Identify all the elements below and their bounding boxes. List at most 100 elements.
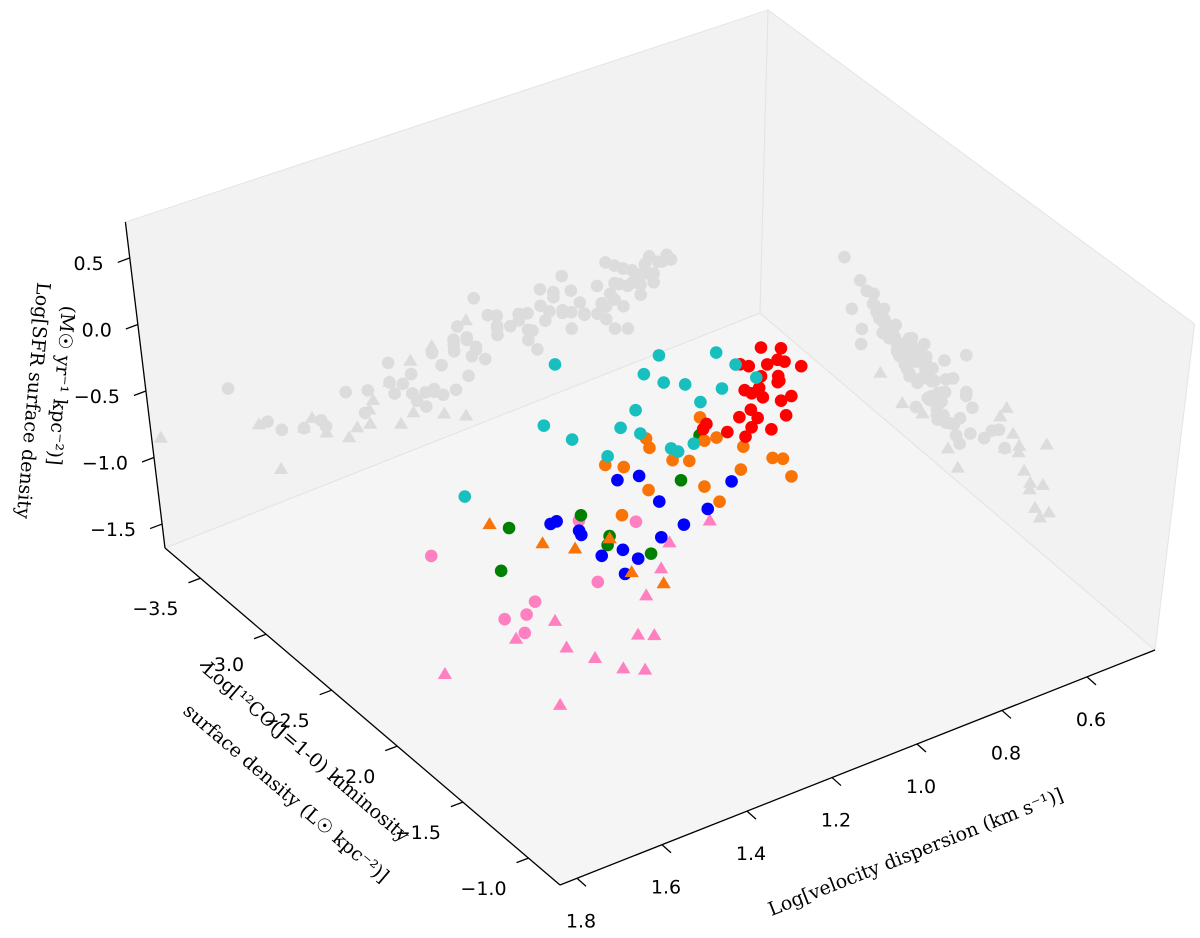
shadow-point — [490, 319, 504, 333]
data-point — [587, 650, 603, 663]
x-tick-label: 1.0 — [906, 776, 936, 798]
data-point — [760, 358, 774, 371]
shadow-point — [275, 423, 289, 437]
shadow-point — [297, 421, 311, 435]
shadow-point — [450, 320, 464, 333]
shadow-point — [462, 369, 475, 383]
z-tick — [149, 523, 163, 530]
shadow-point — [924, 390, 937, 403]
shadow-point — [937, 408, 950, 422]
data-point — [709, 346, 723, 359]
shadow-point — [634, 288, 647, 302]
shadow-point — [915, 406, 930, 419]
shadow-point — [565, 322, 578, 335]
shadow-point — [591, 307, 604, 320]
y-tick — [450, 801, 464, 808]
data-point — [742, 359, 756, 373]
data-point — [737, 440, 750, 453]
x-axis — [559, 649, 1156, 886]
shadow-point — [1039, 437, 1054, 450]
data-point — [631, 552, 645, 565]
shadow-point — [1022, 482, 1037, 495]
data-point — [617, 460, 631, 474]
shadow-point — [436, 388, 450, 402]
shadow-point — [363, 416, 378, 429]
y-tick-label: −3.0 — [198, 654, 244, 676]
shadow-point — [479, 352, 492, 366]
data-point — [687, 437, 701, 450]
shadow-point — [458, 313, 474, 326]
data-point — [739, 430, 752, 443]
y-tick-label: −1.5 — [395, 822, 441, 844]
shadow-point — [342, 430, 357, 443]
data-point — [424, 549, 438, 563]
data-point — [657, 376, 671, 389]
data-point — [508, 631, 524, 644]
shadow-point — [918, 358, 931, 371]
shadow-point — [595, 296, 608, 310]
x-tick-label: 1.4 — [736, 843, 766, 865]
shadow-point — [221, 382, 235, 395]
data-point — [552, 697, 568, 710]
shadow-point — [504, 319, 517, 333]
y-tick — [188, 577, 201, 584]
data-point — [498, 612, 511, 626]
shadow-point — [625, 276, 639, 290]
data-point — [734, 463, 748, 476]
data-point — [574, 509, 588, 522]
y-tick — [516, 857, 529, 864]
data-point — [654, 530, 668, 544]
shadow-point — [546, 285, 560, 299]
data-point — [565, 433, 579, 446]
shadow-point — [909, 400, 923, 414]
y-tick — [253, 633, 267, 640]
data-point — [537, 419, 551, 432]
shadow-point — [261, 415, 274, 428]
shadow-point — [895, 396, 910, 409]
shadow-point — [564, 284, 578, 297]
data-point — [677, 518, 691, 531]
shadow-point — [608, 276, 621, 290]
z-tick — [125, 323, 139, 330]
data-point — [774, 341, 788, 355]
shadow-point — [578, 307, 591, 320]
y-tick-label: −3.5 — [132, 598, 178, 620]
y-axis — [164, 547, 561, 886]
data-point — [754, 341, 768, 354]
shadow-point — [960, 385, 973, 399]
shadow-point — [664, 253, 678, 266]
shadow-point — [526, 324, 539, 338]
data-point — [572, 524, 586, 538]
data-point — [698, 480, 711, 493]
shadow-point — [938, 354, 951, 367]
data-point — [630, 627, 646, 640]
data-point — [794, 359, 808, 373]
data-point — [548, 358, 562, 371]
shadow-point — [555, 269, 568, 283]
data-point — [629, 403, 642, 417]
shadow-point — [985, 424, 999, 438]
x-axis-title: Log[velocity dispersion (km s⁻¹)] — [765, 784, 1066, 921]
data-point — [701, 502, 715, 516]
shadow-point — [533, 283, 547, 296]
shadow-point — [573, 296, 587, 309]
shadow-point — [1023, 475, 1038, 488]
z-axis — [124, 221, 166, 549]
data-point — [591, 575, 605, 589]
shadow-point — [361, 384, 375, 397]
shadow-point — [403, 353, 418, 366]
data-point — [778, 355, 791, 368]
y-tick-label: −2.5 — [264, 710, 310, 732]
shadows — [153, 248, 1057, 523]
data-point — [696, 422, 710, 436]
shadow-point — [907, 341, 921, 355]
data-point — [547, 613, 563, 626]
data-point — [662, 535, 677, 548]
data-point — [482, 517, 497, 530]
data-point — [567, 541, 583, 554]
data-point — [738, 383, 751, 397]
z-tick — [117, 257, 130, 264]
data-point — [637, 662, 653, 675]
z-tick-label: 0.0 — [82, 319, 112, 341]
